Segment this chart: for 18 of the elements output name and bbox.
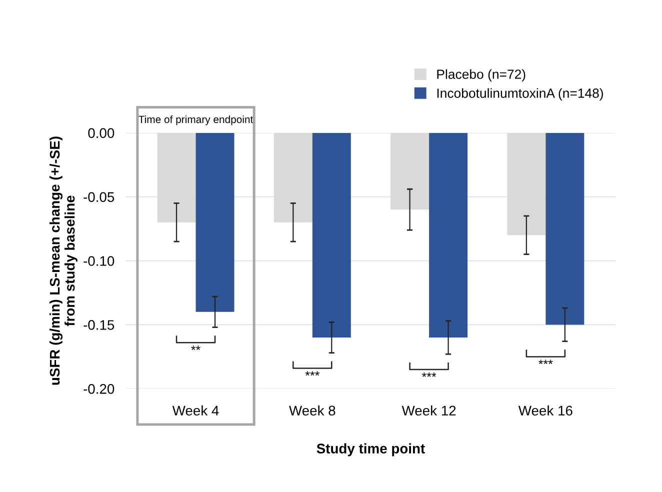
- x-tick-label: Week 4: [172, 405, 219, 416]
- x-tick-label: Week 8: [289, 405, 336, 416]
- annotation: **: [191, 346, 200, 350]
- x-axis-title: Study time point: [316, 443, 425, 456]
- y-tick-label: 0.00: [88, 128, 114, 138]
- y-tick-label: -0.10: [84, 256, 114, 266]
- annotation: ***: [538, 360, 553, 364]
- y-axis-title: uSFR (g/min) LS-mean change (+/-SE) from study baseline: [49, 136, 78, 385]
- y-tick-label: -0.20: [84, 384, 114, 394]
- legend-label: Placebo (n=72): [437, 69, 526, 82]
- legend-label: IncobotulinumtoxinA (n=148): [437, 88, 603, 100]
- y-tick-label: -0.05: [84, 192, 114, 202]
- text: Time of primary endpoint: [138, 115, 254, 126]
- annotation: ***: [422, 372, 436, 377]
- x-tick-label: Week 12: [402, 405, 456, 416]
- annotation: ***: [305, 371, 320, 376]
- y-tick-label: -0.15: [84, 320, 114, 330]
- x-tick-label: Week 16: [518, 405, 572, 416]
